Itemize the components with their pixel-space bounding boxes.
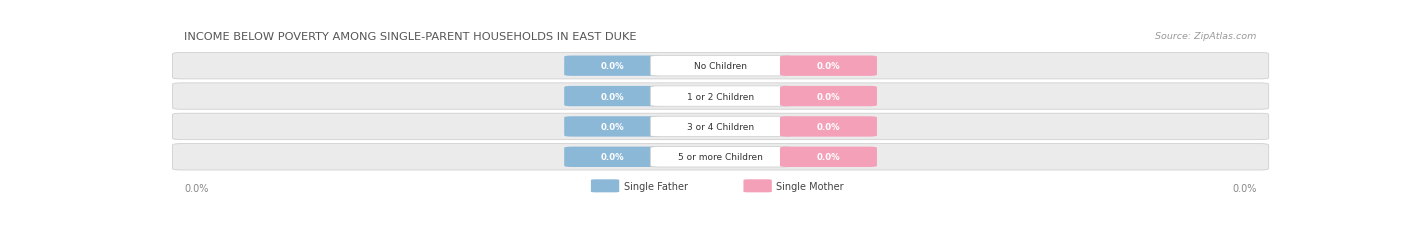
- Text: 0.0%: 0.0%: [817, 153, 841, 162]
- Text: 0.0%: 0.0%: [817, 122, 841, 131]
- FancyBboxPatch shape: [591, 179, 619, 192]
- Text: 0.0%: 0.0%: [600, 62, 624, 71]
- Text: 1 or 2 Children: 1 or 2 Children: [688, 92, 754, 101]
- Text: INCOME BELOW POVERTY AMONG SINGLE-PARENT HOUSEHOLDS IN EAST DUKE: INCOME BELOW POVERTY AMONG SINGLE-PARENT…: [184, 32, 637, 42]
- FancyBboxPatch shape: [564, 147, 661, 167]
- Text: 0.0%: 0.0%: [184, 183, 209, 193]
- Text: 3 or 4 Children: 3 or 4 Children: [688, 122, 754, 131]
- FancyBboxPatch shape: [744, 179, 772, 192]
- Text: No Children: No Children: [695, 62, 747, 71]
- Text: 0.0%: 0.0%: [817, 92, 841, 101]
- FancyBboxPatch shape: [173, 144, 1268, 170]
- FancyBboxPatch shape: [780, 86, 877, 107]
- Text: 0.0%: 0.0%: [600, 122, 624, 131]
- Text: Source: ZipAtlas.com: Source: ZipAtlas.com: [1156, 32, 1257, 41]
- FancyBboxPatch shape: [651, 86, 790, 107]
- Text: 5 or more Children: 5 or more Children: [678, 153, 763, 162]
- FancyBboxPatch shape: [564, 56, 661, 76]
- FancyBboxPatch shape: [780, 147, 877, 167]
- FancyBboxPatch shape: [564, 86, 661, 107]
- FancyBboxPatch shape: [651, 117, 790, 137]
- Text: 0.0%: 0.0%: [600, 92, 624, 101]
- FancyBboxPatch shape: [173, 83, 1268, 110]
- FancyBboxPatch shape: [780, 56, 877, 76]
- FancyBboxPatch shape: [173, 114, 1268, 140]
- FancyBboxPatch shape: [780, 117, 877, 137]
- Text: Single Father: Single Father: [624, 181, 688, 191]
- Text: 0.0%: 0.0%: [817, 62, 841, 71]
- Text: 0.0%: 0.0%: [1232, 183, 1257, 193]
- FancyBboxPatch shape: [173, 53, 1268, 79]
- Text: 0.0%: 0.0%: [600, 153, 624, 162]
- Text: Single Mother: Single Mother: [776, 181, 844, 191]
- FancyBboxPatch shape: [651, 56, 790, 76]
- FancyBboxPatch shape: [651, 147, 790, 167]
- FancyBboxPatch shape: [564, 117, 661, 137]
